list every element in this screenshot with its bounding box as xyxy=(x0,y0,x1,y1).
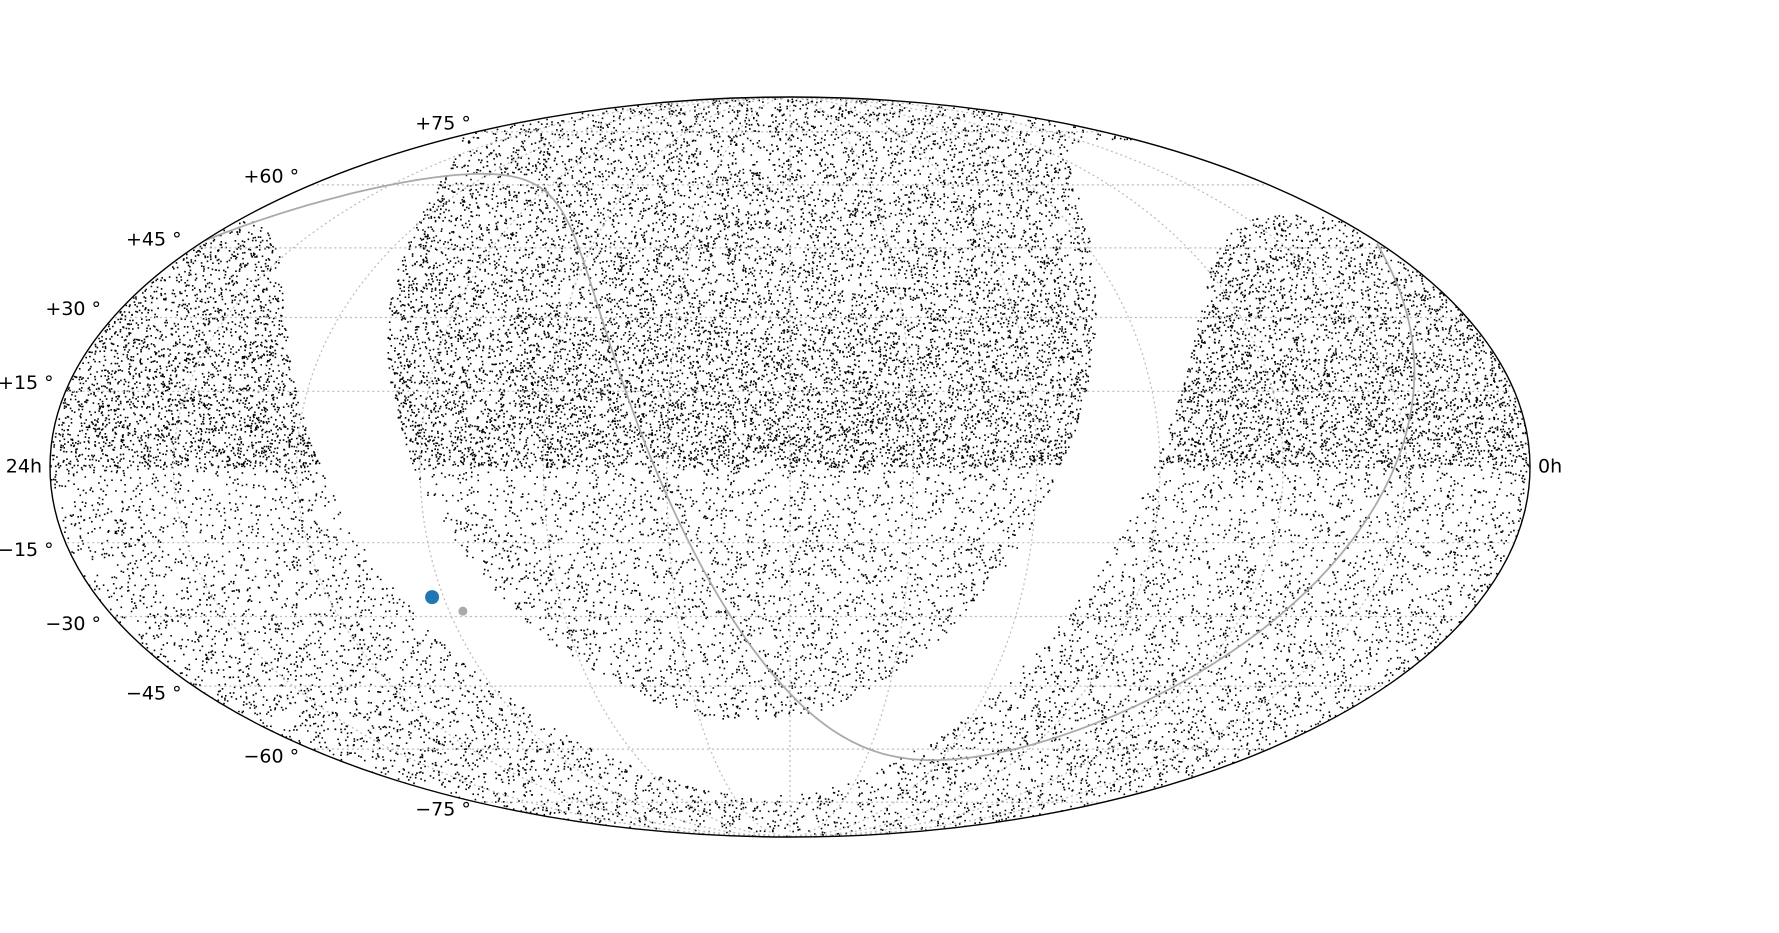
tick-labels: 24h 0h +75 ° +60 ° +45 ° +30 ° +15 ° −15 ° −30 °… xyxy=(0,112,1562,820)
coordinate-grid xyxy=(50,97,1530,837)
star-points xyxy=(50,97,1530,837)
grid-meridian xyxy=(666,97,791,837)
dec-tick-label: −75 ° xyxy=(415,799,471,821)
galactic-plane-line xyxy=(1011,243,1416,751)
dec-tick-label: +45 ° xyxy=(126,228,182,250)
dec-tick-label: +15 ° xyxy=(0,372,54,394)
star-field xyxy=(50,97,1530,837)
galactic-plane xyxy=(204,172,1416,762)
galactic-center-dot xyxy=(458,606,468,616)
dec-tick-label: −45 ° xyxy=(126,683,182,705)
grid-meridian xyxy=(789,97,1408,837)
dec-tick-label: +30 ° xyxy=(45,298,101,320)
dec-tick-label: −30 ° xyxy=(45,613,101,635)
grid-meridian xyxy=(419,97,791,837)
ra-tick-label-left: 24h xyxy=(6,456,42,478)
galactic-plane-line xyxy=(204,172,1012,762)
highlight-point xyxy=(425,590,440,605)
ra-tick-label-right: 0h xyxy=(1538,456,1562,478)
grid-meridian xyxy=(789,97,914,837)
grid-meridian xyxy=(789,97,1284,837)
markers xyxy=(425,590,468,616)
grid-meridian xyxy=(789,97,1161,837)
grid-meridian xyxy=(296,97,791,837)
dec-tick-label: +75 ° xyxy=(415,112,471,134)
dec-tick-label: +60 ° xyxy=(243,165,299,187)
dec-tick-label: −60 ° xyxy=(243,746,299,768)
map-boundary xyxy=(49,96,1531,838)
dec-tick-label: −15 ° xyxy=(0,539,54,561)
